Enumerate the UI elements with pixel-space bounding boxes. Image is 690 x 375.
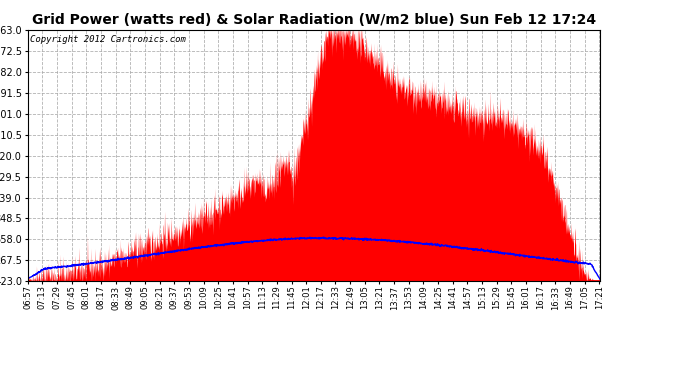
Text: Copyright 2012 Cartronics.com: Copyright 2012 Cartronics.com	[30, 35, 186, 44]
Title: Grid Power (watts red) & Solar Radiation (W/m2 blue) Sun Feb 12 17:24: Grid Power (watts red) & Solar Radiation…	[32, 13, 596, 27]
